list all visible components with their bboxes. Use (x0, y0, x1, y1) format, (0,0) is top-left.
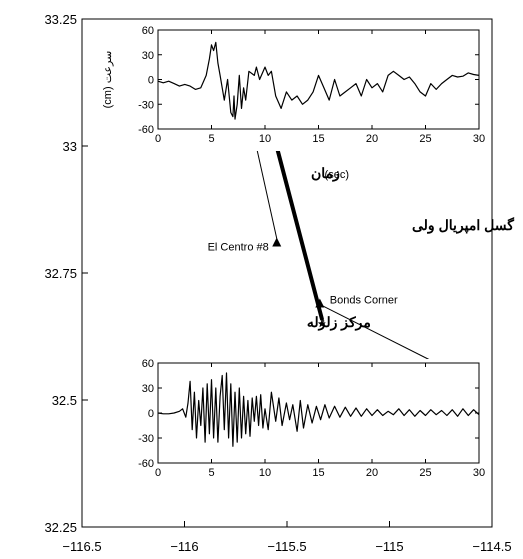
inset-x-tick-label: 5 (208, 133, 214, 145)
inset-velocity-bonds-corner: 0 5 10 15 20 25 30 60 30 0 -30 -60 (123, 358, 489, 485)
inset-y-tick-label: 30 (142, 383, 154, 395)
velocity-trace (157, 41, 480, 120)
inset-x-tick-label: 0 (155, 467, 161, 479)
map-x-tick-label: −116.5 (62, 539, 101, 554)
station-label-el-centro: El Centro #8 (208, 242, 269, 254)
inset-x-tick-label: 30 (473, 133, 485, 145)
inset-y-tick-label: 0 (148, 408, 154, 420)
inset-x-tick-label: 25 (419, 467, 431, 479)
inset-y-tick-label: -60 (138, 458, 154, 470)
epicenter-star (317, 319, 326, 328)
inset-x-tick-label: 30 (473, 467, 485, 479)
leader-line-bonds-corner (321, 305, 433, 362)
map-x-tick-label: −116 (170, 539, 198, 554)
station-label-bonds-corner: Bonds Corner (330, 294, 398, 306)
epicenter-label: مرکز زلزله (307, 314, 371, 331)
fault-label: گسل امپریال ولی (412, 217, 514, 234)
station-marker-el-centro (272, 237, 282, 247)
inset-y-tick-label: 0 (148, 75, 154, 87)
inset-y-tick-label: 30 (142, 50, 154, 62)
time-axis-label-unit: (sec) (325, 169, 349, 181)
map-y-tick-label: 32.5 (52, 393, 77, 408)
inset-y-tick-label: -60 (138, 124, 154, 136)
inset-x-tick-label: 20 (366, 133, 378, 145)
inset-y-tick-label: 60 (142, 358, 154, 370)
map-panel: −116.5 −116 −115.5 −115 −114.5 33.25 33 32.75 32… (44, 12, 514, 554)
inset-y-axis-label: سرعت (cm) (102, 51, 114, 109)
map-y-tick-label: 33.25 (44, 12, 77, 27)
inset-velocity-el-centro: 0 5 10 15 20 25 30 60 30 0 -30 -60 سرعت (cm) (102, 25, 489, 151)
inset-background (123, 359, 489, 485)
inset-y-tick-label: -30 (138, 433, 154, 445)
map-x-tick-label: −114.5 (472, 539, 511, 554)
inset-x-tick-label: 15 (312, 133, 324, 145)
map-x-tick-label: −115.5 (267, 539, 306, 554)
map-y-tick-label: 32.75 (44, 266, 77, 281)
inset-x-tick-label: 20 (366, 467, 378, 479)
inset-y-tick-label: 60 (142, 25, 154, 37)
inset-x-tick-label: 10 (259, 467, 271, 479)
map-y-tick-label: 32.25 (44, 520, 77, 535)
inset-x-tick-label: 10 (259, 133, 271, 145)
velocity-trace (157, 372, 480, 447)
inset-x-tick-label: 5 (208, 467, 214, 479)
map-y-tick-label: 33 (63, 139, 77, 154)
inset-y-tick-label: -30 (138, 99, 154, 111)
inset-x-tick-label: 0 (155, 133, 161, 145)
inset-background (123, 26, 489, 151)
time-axis-label: زمان (311, 165, 340, 182)
inset-x-tick-label: 15 (312, 467, 324, 479)
map-x-tick-label: −115 (375, 539, 403, 554)
inset-x-tick-label: 25 (419, 133, 431, 145)
